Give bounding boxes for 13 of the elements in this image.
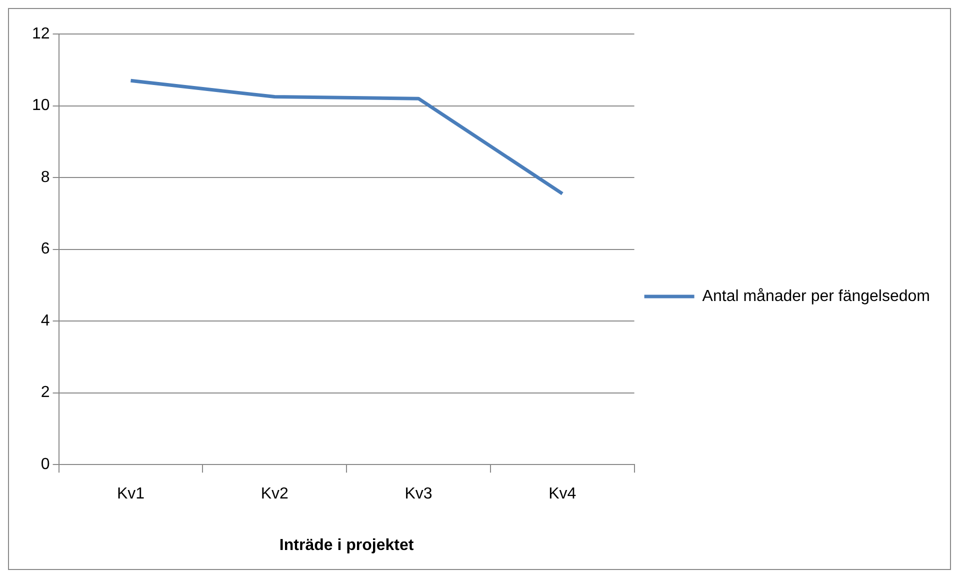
x-tick-label: Kv2: [260, 486, 288, 503]
legend-label: Antal månader per fängelsedom: [702, 288, 930, 305]
y-tick-label: 0: [40, 456, 50, 474]
y-tick-label: 12: [32, 25, 50, 42]
x-tick-label: Kv3: [404, 486, 432, 503]
y-tick-label: 6: [40, 240, 50, 258]
x-axis-title: Inträde i projektet: [279, 536, 414, 554]
x-tick-label: Kv4: [548, 486, 576, 503]
x-tick-label: Kv1: [116, 486, 145, 503]
y-tick-label: 10: [32, 97, 50, 114]
y-tick-label: 4: [40, 312, 50, 330]
y-tick-label: 8: [40, 168, 50, 186]
y-tick-label: 2: [40, 384, 50, 402]
